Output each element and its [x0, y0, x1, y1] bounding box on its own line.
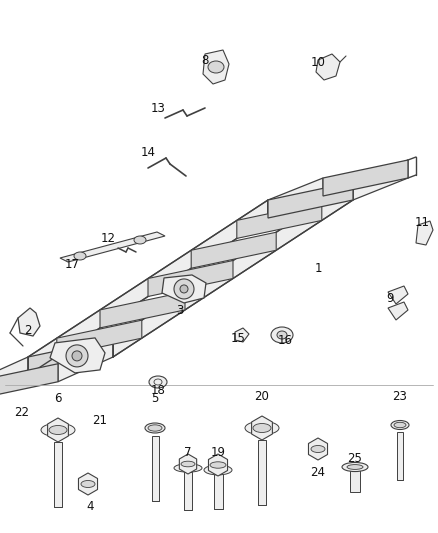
Ellipse shape	[41, 423, 75, 437]
Polygon shape	[268, 182, 353, 218]
Text: 7: 7	[184, 447, 192, 459]
Polygon shape	[57, 320, 142, 356]
Polygon shape	[113, 182, 353, 357]
Bar	[350, 470, 360, 492]
Polygon shape	[323, 160, 408, 196]
Ellipse shape	[81, 481, 95, 488]
Bar	[184, 472, 192, 510]
Polygon shape	[191, 232, 276, 268]
Polygon shape	[0, 364, 58, 400]
Circle shape	[66, 345, 88, 367]
Polygon shape	[316, 54, 340, 80]
Ellipse shape	[74, 252, 86, 260]
Polygon shape	[162, 275, 206, 303]
Ellipse shape	[271, 327, 293, 343]
Polygon shape	[268, 178, 323, 218]
Polygon shape	[237, 203, 322, 238]
Ellipse shape	[391, 421, 409, 430]
Ellipse shape	[277, 331, 287, 339]
Text: 6: 6	[54, 392, 62, 405]
Circle shape	[174, 279, 194, 299]
Text: 12: 12	[100, 231, 116, 245]
Text: 3: 3	[177, 303, 184, 317]
Text: 5: 5	[151, 392, 159, 405]
Polygon shape	[18, 308, 40, 336]
Polygon shape	[179, 454, 197, 474]
Polygon shape	[28, 200, 268, 375]
Text: 8: 8	[201, 53, 208, 67]
Bar	[397, 432, 403, 480]
Polygon shape	[251, 416, 272, 440]
Polygon shape	[353, 160, 408, 200]
Polygon shape	[235, 328, 249, 342]
Ellipse shape	[49, 425, 67, 434]
Text: 21: 21	[92, 414, 107, 426]
Polygon shape	[58, 339, 113, 382]
Ellipse shape	[347, 465, 363, 470]
Polygon shape	[388, 286, 408, 304]
Text: 13: 13	[151, 101, 166, 115]
Ellipse shape	[134, 236, 146, 244]
Ellipse shape	[149, 376, 167, 388]
Ellipse shape	[253, 424, 271, 432]
Bar	[213, 474, 223, 509]
Ellipse shape	[174, 464, 202, 472]
Text: 14: 14	[141, 146, 155, 158]
Ellipse shape	[210, 462, 226, 468]
Ellipse shape	[245, 421, 279, 435]
Bar	[258, 440, 266, 505]
Polygon shape	[28, 339, 113, 375]
Text: 16: 16	[278, 334, 293, 346]
Text: 20: 20	[254, 390, 269, 402]
Ellipse shape	[204, 465, 232, 475]
Ellipse shape	[311, 446, 325, 453]
Bar	[54, 442, 62, 507]
Polygon shape	[100, 292, 185, 328]
Ellipse shape	[148, 425, 162, 431]
Text: 2: 2	[24, 324, 32, 336]
Text: 1: 1	[314, 262, 322, 274]
Ellipse shape	[342, 463, 368, 472]
Text: 19: 19	[211, 447, 226, 459]
Ellipse shape	[181, 461, 195, 467]
Ellipse shape	[208, 61, 224, 73]
Circle shape	[72, 351, 82, 361]
Polygon shape	[208, 454, 227, 476]
Text: 22: 22	[14, 406, 29, 418]
Polygon shape	[0, 357, 28, 400]
Ellipse shape	[145, 423, 165, 433]
Polygon shape	[203, 50, 229, 84]
Text: 4: 4	[86, 500, 94, 513]
Ellipse shape	[394, 422, 406, 427]
Text: 18: 18	[151, 384, 166, 397]
Polygon shape	[388, 302, 408, 320]
Polygon shape	[50, 338, 105, 373]
Bar	[152, 436, 159, 501]
Polygon shape	[148, 261, 233, 296]
Polygon shape	[308, 438, 328, 460]
Polygon shape	[416, 221, 433, 245]
Text: 10: 10	[311, 55, 325, 69]
Text: 23: 23	[392, 390, 407, 402]
Text: 9: 9	[386, 292, 394, 304]
Polygon shape	[48, 418, 68, 442]
Text: 11: 11	[414, 215, 430, 229]
Text: 17: 17	[64, 257, 80, 271]
Text: 25: 25	[348, 451, 362, 464]
Circle shape	[180, 285, 188, 293]
Polygon shape	[60, 232, 165, 262]
Text: 15: 15	[230, 332, 245, 344]
Polygon shape	[78, 473, 98, 495]
Text: 24: 24	[311, 465, 325, 479]
